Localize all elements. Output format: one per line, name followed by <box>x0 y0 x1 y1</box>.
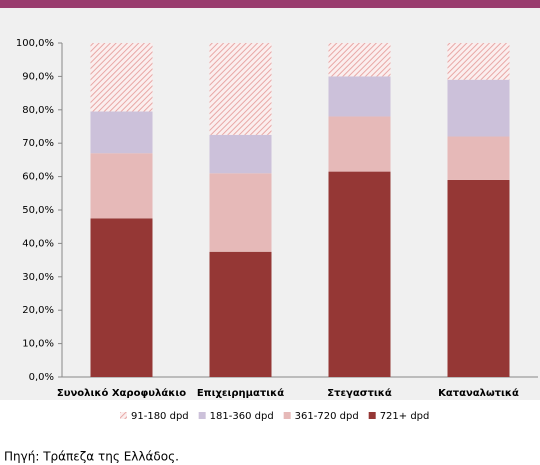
y-tick-label: 80,0% <box>22 105 54 116</box>
legend-label: 361-720 dpd <box>295 411 359 422</box>
bar-segment <box>447 179 510 377</box>
y-tick-label: 30,0% <box>22 272 54 283</box>
legend-swatch <box>283 412 291 419</box>
bar-segment <box>90 218 153 377</box>
legend-label: 181-360 dpd <box>210 411 274 422</box>
bar-segment <box>328 171 391 377</box>
x-tick-label: Στεγαστικά <box>327 387 392 399</box>
x-tick-label: Επιχειρηματικά <box>197 387 284 399</box>
bar-segment <box>447 43 510 80</box>
y-tick-label: 100,0% <box>16 38 54 49</box>
y-tick-label: 70,0% <box>22 138 54 149</box>
bar-segment <box>90 43 153 112</box>
header-band <box>0 0 540 8</box>
y-tick-label: 20,0% <box>22 305 54 316</box>
bar-segment <box>209 251 272 377</box>
legend-swatch <box>368 412 376 419</box>
x-tick-label: Συνολικό Χαροφυλάκιο <box>57 387 186 399</box>
bar-segment <box>328 116 391 172</box>
legend-swatch <box>120 412 127 419</box>
legend-swatch <box>198 412 206 419</box>
y-tick-label: 40,0% <box>22 238 54 249</box>
bar-segment <box>209 43 272 135</box>
y-tick-label: 10,0% <box>22 339 54 350</box>
bar-segment <box>209 173 272 252</box>
x-tick-label: Καταναλωτικά <box>438 387 519 399</box>
bar-segment <box>90 153 153 219</box>
y-tick-label: 0,0% <box>29 372 54 383</box>
bar-segment <box>328 76 391 117</box>
bar-segment <box>90 111 153 154</box>
bar-segment <box>447 79 510 137</box>
y-tick-label: 60,0% <box>22 172 54 183</box>
bar-segment <box>447 136 510 180</box>
source-note: Πηγή: Τράπεζα της Ελλάδος. <box>4 450 179 464</box>
bar-segment <box>328 43 391 77</box>
bar-segment <box>209 134 272 174</box>
legend-label: 91-180 dpd <box>131 411 189 422</box>
legend-label: 721+ dpd <box>380 411 430 422</box>
y-tick-label: 90,0% <box>22 71 54 82</box>
y-tick-label: 50,0% <box>22 205 54 216</box>
